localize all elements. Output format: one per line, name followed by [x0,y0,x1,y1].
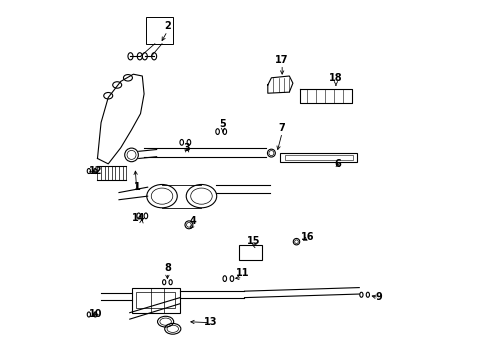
Text: 10: 10 [89,310,102,319]
Text: 7: 7 [278,123,285,133]
Bar [136,292,175,309]
Text: 17: 17 [275,55,288,65]
Text: 6: 6 [334,159,341,169]
Text: 3: 3 [183,143,190,153]
Bar [280,153,357,162]
Text: 13: 13 [203,317,217,327]
Text: 1: 1 [133,182,140,192]
Text: 15: 15 [246,236,260,246]
Text: 12: 12 [89,166,102,176]
Text: 18: 18 [328,73,342,83]
Text: 11: 11 [236,268,249,278]
Bar [284,155,352,160]
Text: 8: 8 [163,263,170,273]
Bar [239,244,262,260]
Bar [145,17,172,44]
Text: 14: 14 [132,213,145,222]
Text: 2: 2 [163,21,170,31]
Text: 16: 16 [300,232,313,242]
Text: 4: 4 [189,216,196,226]
Text: 5: 5 [219,120,226,129]
Text: 9: 9 [375,292,382,302]
Bar [131,288,180,313]
